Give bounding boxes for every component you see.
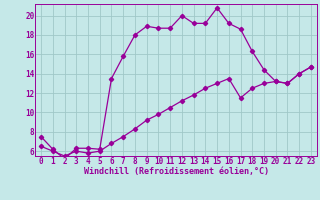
X-axis label: Windchill (Refroidissement éolien,°C): Windchill (Refroidissement éolien,°C) — [84, 167, 268, 176]
